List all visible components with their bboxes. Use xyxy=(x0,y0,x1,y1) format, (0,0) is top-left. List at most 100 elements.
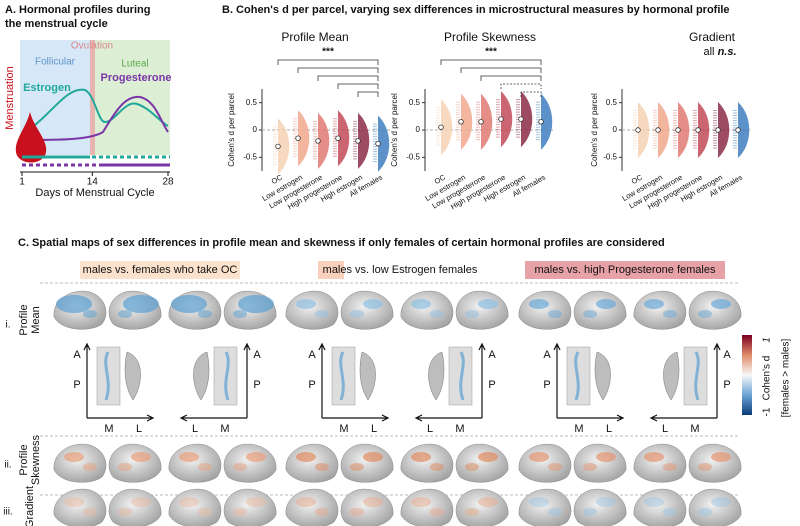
direction-label: M xyxy=(339,423,348,435)
follicular-label: Follicular xyxy=(35,57,76,68)
effect-patch xyxy=(711,452,731,462)
direction-label: L xyxy=(662,423,668,435)
effect-patch xyxy=(64,452,84,462)
effect-patch xyxy=(548,508,562,516)
brain xyxy=(573,488,627,526)
violin-body xyxy=(501,91,513,148)
direction-label: L xyxy=(192,423,198,435)
violin-body xyxy=(541,93,553,150)
direction-label: A xyxy=(73,349,81,361)
brain xyxy=(340,488,394,526)
row-label: Skewness xyxy=(30,434,42,485)
hippocampus xyxy=(428,351,445,401)
brain xyxy=(518,488,572,526)
effect-patch xyxy=(663,310,677,318)
row-label: Profile xyxy=(18,304,30,335)
row-label: Gradient xyxy=(24,486,36,526)
brain xyxy=(688,443,742,483)
group-highlight xyxy=(525,261,725,279)
y-tick-label: 0 xyxy=(613,125,618,134)
brain xyxy=(108,488,162,526)
flatmap-outline xyxy=(574,351,580,401)
median-dot xyxy=(538,119,544,125)
direction-label: P xyxy=(253,379,260,391)
colorbar-note: [females > males] xyxy=(781,338,792,417)
effect-patch xyxy=(548,463,562,471)
brain xyxy=(455,488,509,526)
flatmap-outline xyxy=(459,351,465,401)
effect-patch xyxy=(583,463,597,471)
direction-label: L xyxy=(371,423,377,435)
brain xyxy=(168,443,222,483)
direction-label: A xyxy=(308,349,316,361)
ovulation-label: Ovulation xyxy=(71,41,113,52)
estrogen-label: Estrogen xyxy=(23,82,71,94)
effect-patch xyxy=(529,497,549,507)
violin-body xyxy=(298,110,310,167)
brain xyxy=(688,290,742,330)
y-tick-label: 0.5 xyxy=(409,98,421,107)
y-axis-label: Cohen's d per parcel xyxy=(590,93,599,167)
effect-patch xyxy=(430,508,444,516)
effect-patch xyxy=(644,299,664,309)
brain xyxy=(455,443,509,483)
effect-patch xyxy=(698,463,712,471)
violin-body xyxy=(638,102,650,158)
effect-patch xyxy=(411,299,431,309)
median-dot xyxy=(315,138,321,144)
median-dot xyxy=(335,135,341,141)
brain xyxy=(518,443,572,483)
direction-label: M xyxy=(220,423,229,435)
direction-label: A xyxy=(253,349,261,361)
significance-bracket xyxy=(480,75,542,81)
row-label: Profile xyxy=(18,444,30,475)
brain xyxy=(455,290,509,330)
effect-patch xyxy=(411,452,431,462)
blood-drop xyxy=(15,112,47,163)
effect-patch xyxy=(246,497,266,507)
effect-patch xyxy=(118,508,132,516)
violin-body xyxy=(441,99,453,156)
effect-patch xyxy=(583,310,597,318)
colorbar xyxy=(742,335,752,415)
effect-patch xyxy=(179,497,199,507)
direction-label: P xyxy=(308,379,315,391)
violin-body xyxy=(521,91,533,148)
brain xyxy=(223,488,277,526)
x-axis-label: Days of Menstrual Cycle xyxy=(35,187,154,199)
x-tick-label: 28 xyxy=(162,177,174,188)
violin-body xyxy=(738,102,750,158)
axis-arrow xyxy=(649,342,721,422)
significance-bracket xyxy=(500,83,542,89)
effect-patch xyxy=(583,508,597,516)
effect-patch xyxy=(698,508,712,516)
effect-patch xyxy=(179,452,199,462)
brain xyxy=(633,290,687,330)
brain xyxy=(573,290,627,330)
effect-patch xyxy=(118,310,132,318)
progesterone-label: Progesterone xyxy=(101,72,172,84)
violin-body xyxy=(461,93,473,150)
y-tick-label: 0.5 xyxy=(606,98,618,107)
effect-patch xyxy=(233,310,247,318)
y-tick-label: 0 xyxy=(253,125,258,134)
violin-body xyxy=(481,93,493,150)
direction-label: L xyxy=(606,423,612,435)
y-tick-label: -0.5 xyxy=(406,152,420,161)
colorbar-max: 1 xyxy=(762,337,773,343)
violin-body xyxy=(658,102,670,158)
significance-bracket xyxy=(440,59,542,65)
group-title: males vs. females who take OC xyxy=(83,264,238,276)
direction-label: P xyxy=(73,379,80,391)
group-title: males vs. low Estrogen females xyxy=(323,264,478,276)
flatmap-outline xyxy=(339,351,345,401)
effect-patch xyxy=(663,508,677,516)
effect-patch xyxy=(315,463,329,471)
median-dot xyxy=(518,116,524,122)
effect-patch xyxy=(478,452,498,462)
flatmap-outline xyxy=(694,351,700,401)
effect-patch xyxy=(315,508,329,516)
effect-patch xyxy=(233,463,247,471)
x-ticks: 1 14 28 xyxy=(19,172,174,188)
effect-patch xyxy=(698,310,712,318)
